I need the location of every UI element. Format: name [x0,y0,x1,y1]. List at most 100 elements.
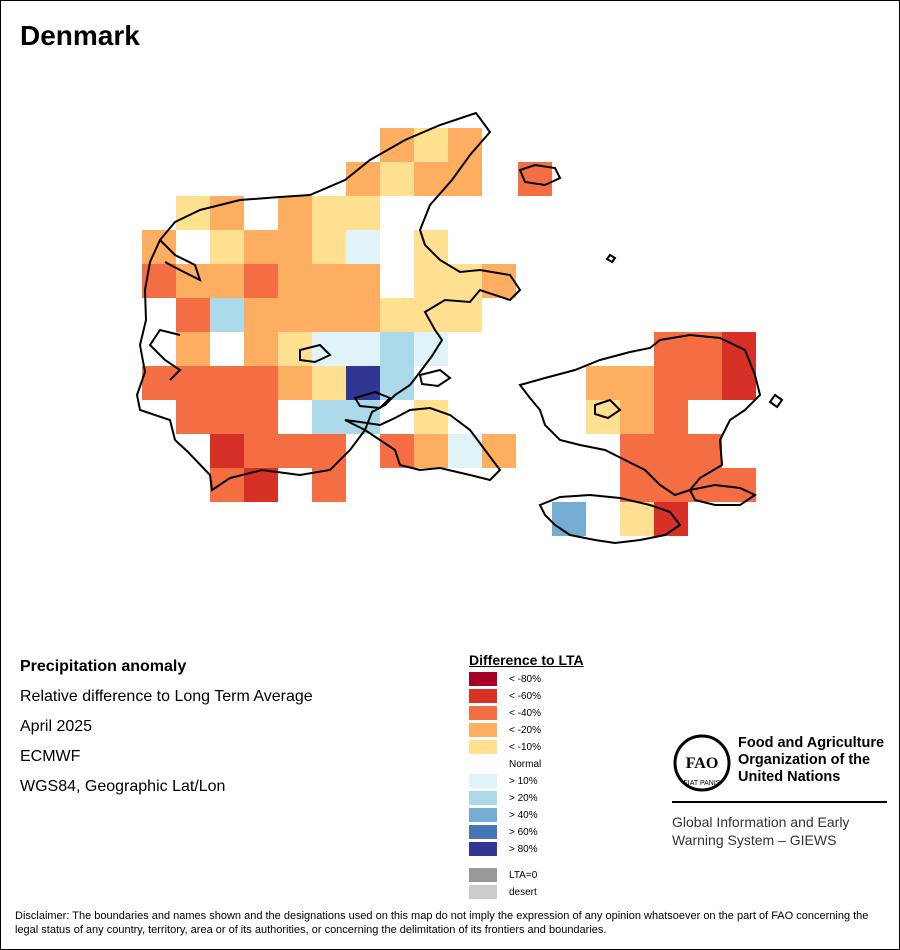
legend-label: < -20% [509,724,541,736]
anomaly-cell [210,298,244,332]
anomaly-cell [244,230,278,264]
anomaly-cell [620,502,654,536]
legend-swatch [469,689,497,703]
map-info: Precipitation anomaly Relative differenc… [20,656,313,806]
legend-swatch [469,842,497,856]
map-title: Denmark [20,20,140,51]
anomaly-cell [312,298,346,332]
anomaly-cell [688,366,722,400]
anomaly-cell [654,366,688,400]
anomaly-cell [414,230,448,264]
anomaly-cell [278,434,312,468]
anomaly-grid [142,128,756,536]
legend-swatch [469,885,497,899]
anomaly-cell [176,366,210,400]
legend-item: > 20% [469,791,538,805]
anomaly-cell [312,468,346,502]
legend-label: desert [509,886,537,898]
legend: Difference to LTA < -80% < -60% < -40% < -2… [469,652,584,899]
anomaly-cell [210,468,244,502]
fao-emblem-icon: FAO FIAT PANIS [673,734,731,792]
legend-swatch [469,757,497,771]
coastline [135,111,784,545]
legend-label: > 60% [509,826,538,838]
anomaly-cell [210,400,244,434]
legend-item: > 10% [469,774,538,788]
legend-label: Normal [509,758,542,770]
legend-label: > 40% [509,809,538,821]
anomaly-cell [278,298,312,332]
legend-item: Normal [469,757,541,771]
anomaly-cell [244,366,278,400]
anomaly-cell [312,230,346,264]
fao-motto-text: FIAT PANIS [684,780,721,787]
anomaly-cell [278,230,312,264]
anomaly-cell [346,264,380,298]
anomaly-cell [176,400,210,434]
anomaly-cell [414,434,448,468]
anomaly-cell [210,230,244,264]
legend-item: > 80% [469,842,538,856]
legend-item: < -20% [469,723,541,737]
disclaimer: Disclaimer: The boundaries and names sho… [15,910,869,936]
fao-emblem-text: FAO [686,755,719,772]
anomaly-cell [380,162,414,196]
giews-text: Global Information and Early Warning Sys… [672,814,850,848]
anomaly-cell [346,196,380,230]
anomaly-cell [620,366,654,400]
legend-swatch [469,723,497,737]
anomaly-cell [722,366,756,400]
anomaly-cell [244,264,278,298]
anomaly-cell [654,400,688,434]
anomaly-cell [448,128,482,162]
anomaly-cell [210,434,244,468]
anomaly-cell [414,400,448,434]
anomaly-cell [142,230,176,264]
anomaly-cell [414,332,448,366]
legend-swatch [469,868,497,882]
info-heading: Precipitation anomaly [20,658,187,675]
anomaly-cell [312,196,346,230]
legend-label: < -60% [509,690,541,702]
anomaly-cell [176,298,210,332]
anomaly-cell [210,366,244,400]
anomaly-cell [380,366,414,400]
legend-item: < -10% [469,740,541,754]
fao-org-name: Food and Agriculture Organization of the… [738,735,885,785]
anomaly-cell [176,332,210,366]
legend-swatch [469,808,497,822]
anomaly-cell [414,264,448,298]
anomaly-cell [312,366,346,400]
legend-label: < -10% [509,741,541,753]
anomaly-cell [722,468,756,502]
anomaly-cell [312,400,346,434]
anomaly-cell [346,162,380,196]
anomaly-cell [346,366,380,400]
anomaly-cell [346,230,380,264]
anomaly-cell [654,434,688,468]
legend-label: < -80% [509,673,541,685]
anomaly-cell [244,400,278,434]
anomaly-cell [688,434,722,468]
fao-logo-block: FAO FIAT PANIS Food and Agriculture Orga… [672,733,887,848]
anomaly-cell [210,264,244,298]
anomaly-cell [380,298,414,332]
anomaly-cell [414,298,448,332]
legend-swatch [469,706,497,720]
anomaly-cell [278,366,312,400]
legend-label: > 10% [509,775,538,787]
info-source: ECMWF [20,748,81,765]
anomaly-cell [448,298,482,332]
legend-item: desert [469,885,537,899]
info-projection: WGS84, Geographic Lat/Lon [20,778,226,795]
anomaly-cell [722,332,756,366]
legend-item: < -60% [469,689,541,703]
anomaly-cell [346,332,380,366]
info-period: April 2025 [20,718,93,735]
anomaly-cell [620,400,654,434]
legend-swatch [469,774,497,788]
anomaly-cell [346,298,380,332]
anomaly-cell [278,264,312,298]
legend-label: < -40% [509,707,541,719]
anomaly-cell [210,196,244,230]
